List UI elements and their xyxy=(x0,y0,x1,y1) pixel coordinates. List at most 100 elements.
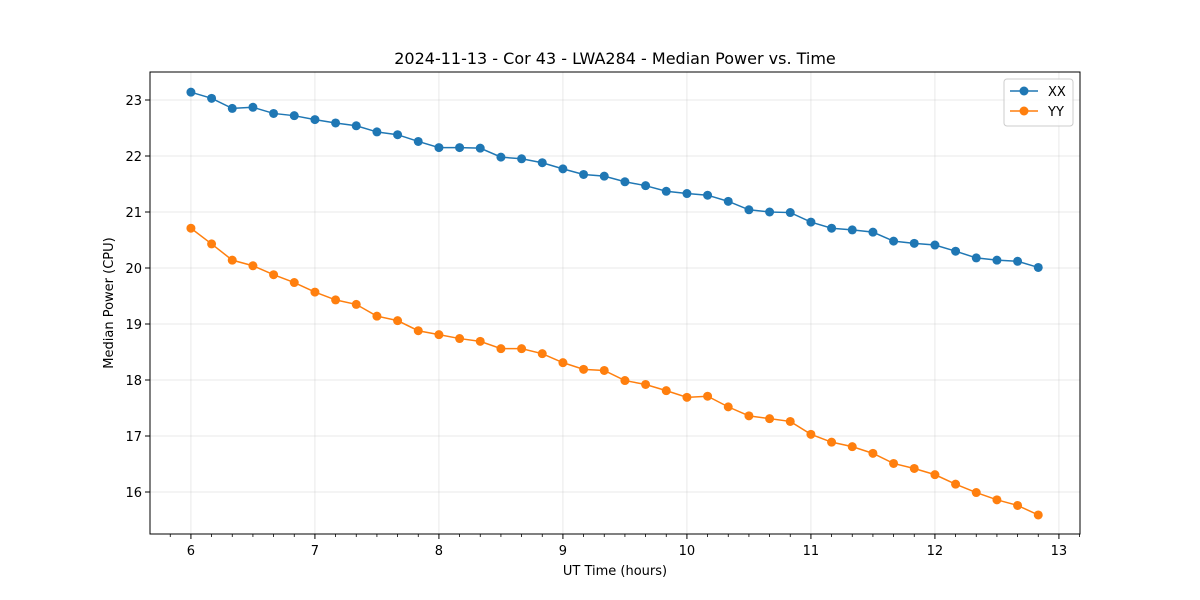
data-point-yy xyxy=(372,311,382,321)
data-point-yy xyxy=(310,287,320,297)
data-point-xx xyxy=(661,186,671,196)
data-point-xx xyxy=(1033,262,1043,272)
x-tick-label: 6 xyxy=(187,544,195,559)
y-tick-label: 18 xyxy=(125,374,142,389)
data-point-xx xyxy=(847,225,857,235)
data-point-yy xyxy=(1033,510,1043,520)
data-point-xx xyxy=(1013,256,1023,266)
data-point-xx xyxy=(393,130,403,140)
data-point-xx xyxy=(289,111,299,121)
y-tick-label: 16 xyxy=(125,486,142,501)
series-xx xyxy=(186,87,1043,272)
data-point-yy xyxy=(889,458,899,468)
data-point-yy xyxy=(269,270,279,280)
data-point-yy xyxy=(537,349,547,359)
data-point-yy xyxy=(434,330,444,340)
data-point-xx xyxy=(372,127,382,137)
data-point-yy xyxy=(723,402,733,412)
data-point-yy xyxy=(661,386,671,396)
legend: XX YY xyxy=(1003,78,1074,127)
data-point-xx xyxy=(641,181,651,191)
data-point-yy xyxy=(413,326,423,336)
x-axis-label: UT Time (hours) xyxy=(563,564,667,579)
data-point-yy xyxy=(475,336,485,346)
data-point-xx xyxy=(971,253,981,263)
y-tick-label: 22 xyxy=(125,150,142,165)
y-tick-label: 20 xyxy=(125,262,142,277)
data-point-yy xyxy=(331,295,341,305)
data-point-yy xyxy=(579,364,589,374)
data-point-yy xyxy=(599,365,609,375)
data-point-xx xyxy=(765,207,775,217)
data-point-yy xyxy=(558,358,568,368)
data-point-yy xyxy=(227,255,237,265)
data-point-xx xyxy=(579,169,589,179)
data-point-xx xyxy=(517,154,527,164)
data-point-xx xyxy=(269,108,279,118)
data-point-yy xyxy=(785,416,795,426)
legend-marker-yy xyxy=(1019,106,1029,116)
data-point-xx xyxy=(496,152,506,162)
data-point-yy xyxy=(186,223,196,233)
data-point-yy xyxy=(1013,500,1023,510)
data-point-xx xyxy=(723,196,733,206)
y-axis-label: Median Power (CPU) xyxy=(102,237,117,368)
data-point-yy xyxy=(744,411,754,421)
x-tick-label: 7 xyxy=(311,544,319,559)
data-point-xx xyxy=(413,136,423,146)
series-layer xyxy=(186,87,1043,520)
x-tick-label: 10 xyxy=(679,544,696,559)
data-point-yy xyxy=(765,414,775,424)
data-point-xx xyxy=(930,240,940,250)
data-point-xx xyxy=(455,143,465,153)
data-point-yy xyxy=(455,334,465,344)
data-point-xx xyxy=(186,87,196,97)
data-point-yy xyxy=(207,239,217,249)
x-tick-label: 13 xyxy=(1051,544,1068,559)
y-tick-label: 19 xyxy=(125,318,142,333)
data-point-xx xyxy=(537,158,547,168)
data-point-yy xyxy=(517,344,527,354)
y-tick-label: 17 xyxy=(125,430,142,445)
y-tick-label: 21 xyxy=(125,206,142,221)
legend-label-yy: YY xyxy=(1047,105,1064,120)
data-point-yy xyxy=(248,261,258,271)
x-tick-label: 8 xyxy=(435,544,443,559)
data-point-xx xyxy=(620,177,630,187)
data-point-xx xyxy=(992,255,1002,265)
data-point-xx xyxy=(310,115,320,125)
data-point-yy xyxy=(806,429,816,439)
data-point-yy xyxy=(620,376,630,386)
x-tick-label: 11 xyxy=(803,544,820,559)
data-point-yy xyxy=(289,278,299,288)
data-point-yy xyxy=(393,316,403,326)
data-point-xx xyxy=(785,208,795,218)
data-point-xx xyxy=(909,238,919,248)
data-point-yy xyxy=(992,495,1002,505)
data-point-xx xyxy=(248,102,258,112)
legend-label-xx: XX xyxy=(1048,85,1066,100)
data-point-xx xyxy=(806,217,816,227)
data-point-xx xyxy=(227,103,237,113)
data-point-xx xyxy=(558,164,568,174)
data-point-yy xyxy=(951,479,961,489)
ticks: 6 7 8 9 10 11 12 13 16 17 18 19 20 21 22 23 xyxy=(125,94,1080,559)
data-point-yy xyxy=(496,344,506,354)
data-point-xx xyxy=(868,227,878,237)
data-point-yy xyxy=(682,392,692,402)
data-point-xx xyxy=(599,171,609,181)
legend-marker-xx xyxy=(1019,86,1029,96)
data-point-xx xyxy=(351,121,361,131)
data-point-yy xyxy=(909,463,919,473)
data-point-xx xyxy=(827,223,837,233)
x-tick-label: 12 xyxy=(927,544,944,559)
data-point-yy xyxy=(971,488,981,498)
y-tick-label: 23 xyxy=(125,94,142,109)
data-point-yy xyxy=(351,299,361,309)
plot-frame xyxy=(149,71,1081,535)
data-point-yy xyxy=(868,448,878,458)
data-point-yy xyxy=(641,379,651,389)
data-point-xx xyxy=(889,236,899,246)
data-point-xx xyxy=(703,190,713,200)
